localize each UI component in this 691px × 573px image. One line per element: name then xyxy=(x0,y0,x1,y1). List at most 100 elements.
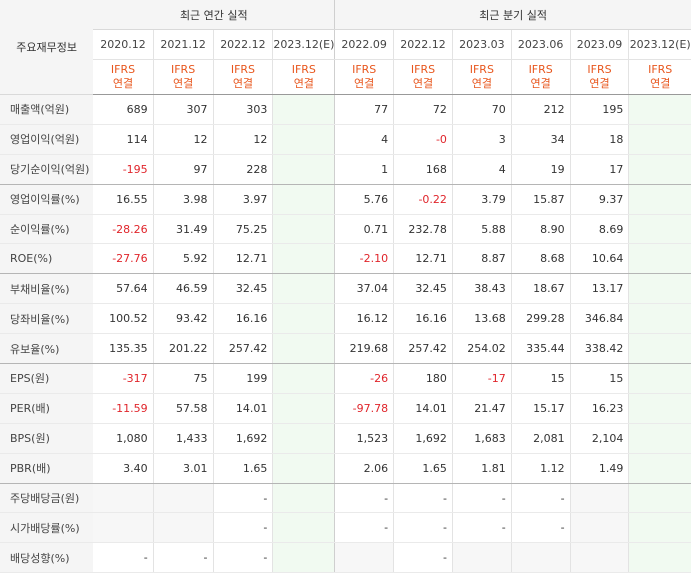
value-cell: 10.64 xyxy=(569,243,629,275)
value-cell: -317 xyxy=(93,363,154,394)
value-cell: 70 xyxy=(451,94,512,125)
ifrs-line: IFRS xyxy=(410,63,436,76)
period-header: 2023.06 xyxy=(510,29,571,60)
value-cell: 3.40 xyxy=(93,453,154,484)
value-cell xyxy=(272,94,336,125)
ifrs-line: IFRS xyxy=(170,63,196,76)
value-cell: -97.78 xyxy=(334,393,394,424)
value-cell: 168 xyxy=(393,154,453,185)
value-cell xyxy=(334,542,394,573)
value-cell xyxy=(628,243,691,275)
value-cell: 299.28 xyxy=(510,303,571,335)
value-cell xyxy=(272,483,336,514)
value-cell: 38.43 xyxy=(451,273,512,305)
period-header: 2023.12(E) xyxy=(628,29,691,60)
value-cell: 8.90 xyxy=(510,214,571,245)
consolidated-line: 연결 xyxy=(530,77,551,90)
value-cell: 232.78 xyxy=(393,214,453,245)
ifrs-line: IFRS xyxy=(528,63,553,76)
value-cell: 1,433 xyxy=(152,423,214,454)
value-cell xyxy=(272,453,336,484)
row-label: 영업이익(억원) xyxy=(0,124,94,155)
ifrs-line: IFRS xyxy=(648,63,673,76)
period-header: 2020.12 xyxy=(93,29,154,60)
annual-group-header: 최근 연간 실적 xyxy=(93,0,336,30)
consolidated-line: 연결 xyxy=(232,77,254,90)
row-label: 시가배당률(%) xyxy=(0,512,94,544)
ifrs-line: IFRS xyxy=(291,63,316,76)
value-cell: 3.98 xyxy=(152,184,214,215)
value-cell: - xyxy=(212,542,273,573)
value-cell: 12 xyxy=(212,124,273,155)
value-cell xyxy=(628,453,691,484)
ifrs-consolidated-label: IFRS 연결 xyxy=(393,59,453,95)
value-cell: 57.64 xyxy=(93,273,154,305)
value-cell: 3.97 xyxy=(212,184,273,215)
value-cell: 5.88 xyxy=(451,214,512,245)
value-cell xyxy=(272,124,336,155)
value-cell: - xyxy=(334,483,394,514)
value-cell: 3 xyxy=(451,124,512,155)
period-header: 2023.09 xyxy=(569,29,629,60)
row-label: 부채비율(%) xyxy=(0,273,94,305)
value-cell: 18.67 xyxy=(510,273,571,305)
value-cell: -26 xyxy=(334,363,394,394)
value-cell: 257.42 xyxy=(393,333,453,365)
value-cell: 1 xyxy=(334,154,394,185)
value-cell: 8.69 xyxy=(569,214,629,245)
value-cell: 18 xyxy=(569,124,629,155)
value-cell: 2,081 xyxy=(510,423,571,454)
value-cell xyxy=(628,542,691,573)
value-cell: 201.22 xyxy=(152,333,214,365)
value-cell: - xyxy=(212,483,273,514)
value-cell: 8.68 xyxy=(510,243,571,275)
value-cell: 195 xyxy=(569,94,629,125)
ifrs-consolidated-label: IFRS 연결 xyxy=(272,59,336,95)
table-row: 당좌비율(%) 100.52 93.42 16.16 16.12 16.16 13.68 29… xyxy=(0,303,691,335)
value-cell: 13.68 xyxy=(451,303,512,335)
row-label: 당좌비율(%) xyxy=(0,303,94,335)
value-cell xyxy=(272,333,336,365)
value-cell xyxy=(272,184,336,215)
value-cell xyxy=(510,542,571,573)
value-cell: 75.25 xyxy=(212,214,273,245)
value-cell: - xyxy=(334,512,394,544)
ifrs-consolidated-label: IFRS 연결 xyxy=(152,59,214,95)
value-cell: 97 xyxy=(152,154,214,185)
value-cell: 303 xyxy=(212,94,273,125)
value-cell: 32.45 xyxy=(212,273,273,305)
period-header: 2023.03 xyxy=(451,29,512,60)
value-cell: 37.04 xyxy=(334,273,394,305)
value-cell: 1,080 xyxy=(93,423,154,454)
value-cell: 16.23 xyxy=(569,393,629,424)
value-cell xyxy=(628,273,691,305)
value-cell xyxy=(93,483,154,514)
ifrs-line: IFRS xyxy=(352,63,377,76)
value-cell: - xyxy=(393,512,453,544)
period-header: 2021.12 xyxy=(152,29,214,60)
value-cell xyxy=(272,243,336,275)
value-cell: - xyxy=(451,512,512,544)
row-label: EPS(원) xyxy=(0,363,94,394)
consolidated-line: 연결 xyxy=(589,77,610,90)
value-cell: 2.06 xyxy=(334,453,394,484)
value-cell xyxy=(628,303,691,335)
row-label: PER(배) xyxy=(0,393,94,424)
value-cell: - xyxy=(510,512,571,544)
ifrs-line: IFRS xyxy=(110,63,136,76)
value-cell: 1,683 xyxy=(451,423,512,454)
table-row: 유보율(%) 135.35 201.22 257.42 219.68 257.42 254.… xyxy=(0,333,691,365)
value-cell: 5.92 xyxy=(152,243,214,275)
consolidated-line: 연결 xyxy=(112,77,134,90)
value-cell xyxy=(628,423,691,454)
value-cell: -0 xyxy=(393,124,453,155)
value-cell: 93.42 xyxy=(152,303,214,335)
value-cell: 100.52 xyxy=(93,303,154,335)
value-cell: 307 xyxy=(152,94,214,125)
consolidated-line: 연결 xyxy=(650,77,671,90)
value-cell: 1,692 xyxy=(212,423,273,454)
consolidated-line: 연결 xyxy=(172,77,194,90)
value-cell xyxy=(628,483,691,514)
value-cell: - xyxy=(152,542,214,573)
